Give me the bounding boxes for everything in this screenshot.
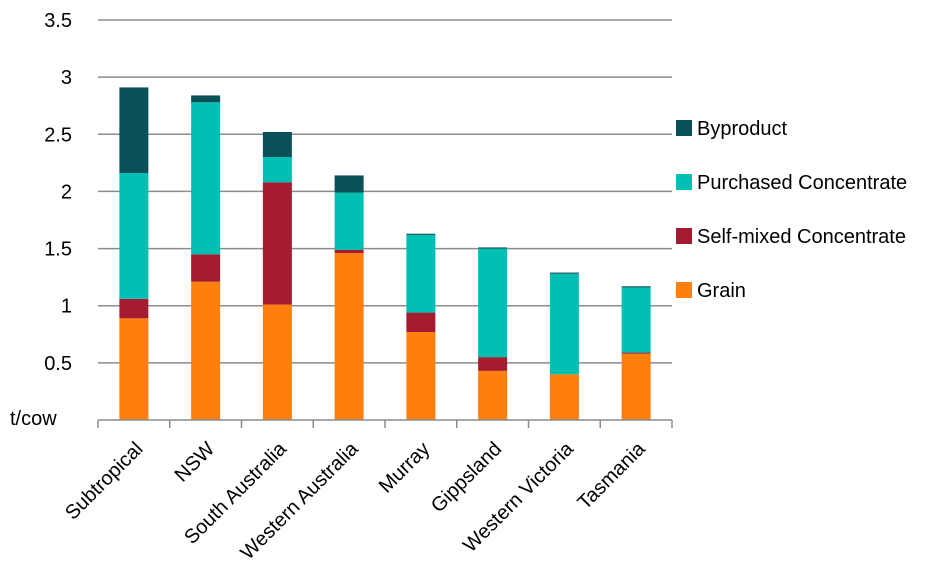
- x-tick-label: NSW: [171, 438, 220, 487]
- bar-segment: [621, 352, 651, 354]
- bar-segment: [549, 273, 579, 375]
- bar-segment: [119, 298, 149, 319]
- bar-segment: [191, 281, 221, 420]
- bar-segment: [549, 374, 579, 420]
- bar-segment: [191, 95, 221, 103]
- bar-segment: [334, 249, 364, 254]
- legend-label: Grain: [697, 280, 746, 302]
- bar-segment: [406, 233, 436, 235]
- legend-label: Self-mixed Concentrate: [697, 226, 906, 248]
- y-axis-label: t/cow: [10, 408, 57, 430]
- bar-segment: [119, 173, 149, 299]
- legend-swatch: [676, 174, 692, 190]
- y-tick-label: 3: [61, 67, 72, 89]
- y-tick-label: 0.5: [44, 353, 72, 375]
- legend-label: Purchased Concentrate: [697, 172, 907, 194]
- y-tick-label: 3.5: [44, 10, 72, 32]
- bar-segment: [621, 353, 651, 420]
- legend-swatch: [676, 228, 692, 244]
- gridlines: [98, 19, 672, 364]
- bar-segment: [334, 175, 364, 193]
- y-tick-label: 2: [61, 181, 72, 203]
- bar-segment: [621, 287, 651, 353]
- legend-label: Byproduct: [697, 118, 787, 140]
- bar-segment: [119, 318, 149, 420]
- bar-segment: [119, 87, 149, 174]
- bar-segment: [262, 157, 292, 183]
- y-tick-label: 2.5: [44, 124, 72, 146]
- bar-segment: [406, 312, 436, 332]
- bar-segment: [191, 254, 221, 282]
- bar-segment: [478, 247, 508, 249]
- x-tick-label: Western Australia: [237, 437, 364, 564]
- bar-segment: [262, 182, 292, 305]
- x-tick-label: Tasmania: [574, 437, 651, 514]
- bar-segment: [621, 286, 651, 288]
- legend-swatch: [676, 282, 692, 298]
- legend: Byproduct Purchased Concentrate Self-mixed…: [676, 118, 907, 302]
- bar-segment: [262, 304, 292, 420]
- y-tick-label: 1.5: [44, 239, 72, 261]
- x-tick-label: Subtropical: [61, 438, 147, 524]
- bar-segment: [262, 132, 292, 158]
- bar-segment: [478, 248, 508, 358]
- bar-segment: [334, 253, 364, 420]
- x-tick-label: Murray: [375, 438, 435, 498]
- bar-segment: [478, 357, 508, 371]
- bar-segment: [549, 272, 579, 274]
- bar-segment: [406, 234, 436, 313]
- bar-segment: [478, 370, 508, 420]
- bar-segment: [406, 332, 436, 420]
- y-tick-label: 1: [61, 296, 72, 318]
- bar-segment: [191, 102, 221, 255]
- bar-segment: [334, 192, 364, 250]
- legend-swatch: [676, 120, 692, 136]
- bars: [119, 87, 651, 420]
